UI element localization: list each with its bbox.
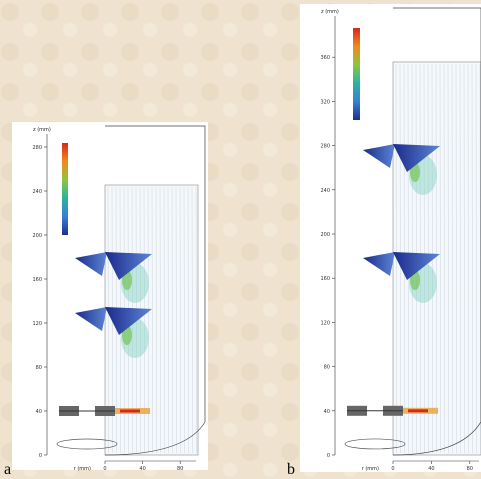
- velocity-vector: [167, 186, 169, 454]
- y-tick-label: 40: [36, 409, 42, 415]
- velocity-vector: [475, 63, 477, 454]
- ring: [56, 438, 118, 450]
- x-tick-label: 0: [391, 466, 394, 472]
- panel-label: a: [4, 461, 11, 478]
- impeller-blade: [363, 252, 395, 276]
- y-tick-label: 360: [320, 55, 330, 61]
- y-tick-label: 200: [320, 232, 330, 238]
- velocity-vector: [179, 186, 181, 454]
- y-tick-label: 160: [320, 276, 330, 282]
- ring: [344, 438, 406, 450]
- x-axis-label: r (mm): [74, 466, 91, 472]
- velocity-vector: [455, 63, 457, 454]
- velocity-vector: [171, 186, 173, 454]
- velocity-vector: [195, 186, 197, 454]
- impeller-blade: [363, 144, 395, 168]
- velocity-vector: [155, 186, 157, 454]
- velocity-vector: [459, 63, 461, 454]
- x-tick-label: 0: [103, 466, 106, 472]
- velocity-vector: [151, 186, 153, 454]
- y-axis-label: z (mm): [33, 127, 51, 133]
- x-tick-label: 40: [139, 466, 145, 472]
- jet-core: [408, 409, 428, 413]
- y-tick-label: 120: [320, 320, 330, 326]
- y-tick-label: 240: [32, 189, 42, 195]
- y-tick-label: 280: [32, 145, 42, 151]
- velocity-vector: [451, 63, 453, 454]
- y-tick-label: 80: [36, 365, 42, 371]
- x-axis-label: r (mm): [362, 466, 379, 472]
- velocity-vector: [175, 186, 177, 454]
- panel: 0 40 80 120 160 200 240 280 0 40 80 z (mm) r (mm): [12, 122, 208, 472]
- velocity-vector: [163, 186, 165, 454]
- y-tick-label: 0: [39, 453, 42, 459]
- y-tick-label: 80: [324, 365, 330, 371]
- y-tick-label: 240: [320, 188, 330, 194]
- y-tick-label: 160: [32, 277, 42, 283]
- x-tick-label: 80: [467, 466, 473, 472]
- x-tick-label: 80: [177, 466, 183, 472]
- velocity-vector: [183, 186, 185, 454]
- panel: 0 40 80 120 160 200 240 280 320 360 0 40 80 z (mm) r (…: [300, 4, 481, 472]
- impeller-blade: [393, 144, 440, 172]
- velocity-vector: [435, 63, 437, 454]
- velocity-vector: [467, 63, 469, 454]
- impeller-blade: [75, 307, 107, 331]
- velocity-vector: [471, 63, 473, 454]
- velocity-vector: [191, 186, 193, 454]
- y-tick-label: 320: [320, 99, 330, 105]
- velocity-vector: [159, 186, 161, 454]
- y-tick-label: 0: [327, 453, 330, 459]
- jet-core: [120, 409, 140, 413]
- colorbar: [353, 28, 360, 120]
- velocity-vector: [187, 186, 189, 454]
- impeller-blade: [105, 252, 152, 280]
- y-tick-label: 200: [32, 233, 42, 239]
- vessel-wall: [104, 125, 206, 456]
- y-tick-label: 120: [32, 321, 42, 327]
- velocity-vector: [443, 63, 445, 454]
- y-tick-label: 40: [324, 409, 330, 415]
- impeller-blade: [105, 307, 152, 335]
- panel-label: b: [287, 461, 295, 478]
- velocity-vector: [447, 63, 449, 454]
- y-axis-label: z (mm): [321, 9, 339, 15]
- colorbar: [62, 143, 68, 235]
- x-tick-label: 40: [428, 466, 434, 472]
- y-tick-label: 280: [320, 144, 330, 150]
- velocity-vector: [463, 63, 465, 454]
- velocity-vector: [439, 63, 441, 454]
- impeller-blade: [75, 252, 107, 276]
- impeller-blade: [393, 252, 440, 280]
